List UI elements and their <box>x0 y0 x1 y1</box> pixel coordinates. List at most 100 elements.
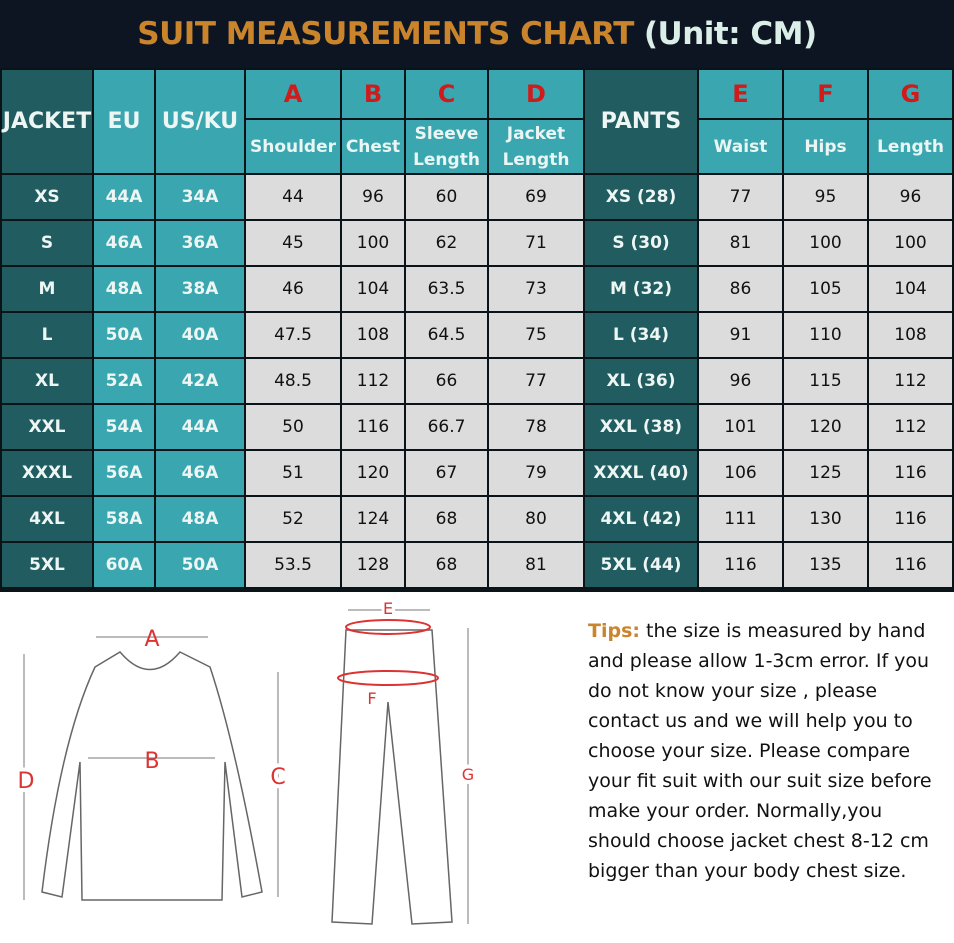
cell-shoulder: 51 <box>244 449 342 497</box>
cell-jacket-length: 69 <box>487 173 585 221</box>
label-d: D <box>18 769 35 794</box>
title-unit: (Unit: CM) <box>643 16 817 52</box>
header-letter-g: G <box>867 68 954 120</box>
cell-shoulder: 48.5 <box>244 357 342 405</box>
cell-shoulder: 44 <box>244 173 342 221</box>
label-f: F <box>367 689 376 708</box>
header-row-letters: JACKET EU US/KU A B C D PANTS E F G <box>0 68 954 175</box>
cell-waist: 77 <box>697 173 784 221</box>
cell-length: 108 <box>867 311 954 359</box>
cell-length: 100 <box>867 219 954 267</box>
header-chest: Chest <box>340 118 406 175</box>
cell-pants-size: S (30) <box>583 219 699 267</box>
cell-hips: 100 <box>782 219 869 267</box>
cell-hips: 120 <box>782 403 869 451</box>
cell-chest: 96 <box>340 173 406 221</box>
tips-text: Tips: the size is measured by hand and p… <box>580 592 954 942</box>
header-shoulder: Shoulder <box>244 118 342 175</box>
cell-pants-size: XXXL (40) <box>583 449 699 497</box>
cell-chest: 100 <box>340 219 406 267</box>
cell-jacket-length: 79 <box>487 449 585 497</box>
cell-pants-size: XL (36) <box>583 357 699 405</box>
cell-jacket-length: 71 <box>487 219 585 267</box>
header-eu: EU <box>92 68 156 175</box>
cell-length: 112 <box>867 403 954 451</box>
measurement-diagram: A B C D E F G <box>0 592 580 942</box>
header-waist: Waist <box>697 118 784 175</box>
cell-waist: 91 <box>697 311 784 359</box>
label-g: G <box>462 765 474 784</box>
cell-jacket-length: 81 <box>487 541 585 589</box>
cell-jacket-length: 78 <box>487 403 585 451</box>
cell-shoulder: 53.5 <box>244 541 342 589</box>
header-hips: Hips <box>782 118 869 175</box>
cell-pants-size: XXL (38) <box>583 403 699 451</box>
cell-length: 96 <box>867 173 954 221</box>
header-letter-b: B <box>340 68 406 120</box>
cell-eu-size: 52A <box>92 357 156 405</box>
cell-us-size: 44A <box>154 403 246 451</box>
cell-sleeve-length: 66.7 <box>404 403 489 451</box>
cell-jacket-size: 4XL <box>0 495 94 543</box>
cell-jacket-length: 73 <box>487 265 585 313</box>
cell-eu-size: 60A <box>92 541 156 589</box>
cell-shoulder: 50 <box>244 403 342 451</box>
header-letter-c: C <box>404 68 489 120</box>
header-letter-f: F <box>782 68 869 120</box>
cell-pants-size: XS (28) <box>583 173 699 221</box>
table-row: XS 44A 34A 44 96 60 69 XS (28) 77 95 96 <box>0 173 954 221</box>
cell-chest: 128 <box>340 541 406 589</box>
table-row: XXXL 56A 46A 51 120 67 79 XXXL (40) 106 125 116 <box>0 449 954 497</box>
cell-hips: 125 <box>782 449 869 497</box>
cell-eu-size: 44A <box>92 173 156 221</box>
cell-jacket-size: XS <box>0 173 94 221</box>
cell-jacket-size: M <box>0 265 94 313</box>
label-e: E <box>383 599 393 618</box>
cell-shoulder: 52 <box>244 495 342 543</box>
tips-body: the size is measured by hand and please … <box>588 620 932 882</box>
table-row: 4XL 58A 48A 52 124 68 80 4XL (42) 111 130 116 <box>0 495 954 543</box>
table-row: XL 52A 42A 48.5 112 66 77 XL (36) 96 115 112 <box>0 357 954 405</box>
cell-jacket-size: 5XL <box>0 541 94 589</box>
table-row: L 50A 40A 47.5 108 64.5 75 L (34) 91 110 108 <box>0 311 954 359</box>
cell-eu-size: 54A <box>92 403 156 451</box>
cell-chest: 104 <box>340 265 406 313</box>
cell-eu-size: 48A <box>92 265 156 313</box>
header-jacket: JACKET <box>0 68 94 175</box>
cell-pants-size: 5XL (44) <box>583 541 699 589</box>
bottom-section: A B C D E F G Tips: the size is measured… <box>0 590 954 943</box>
header-length: Length <box>867 118 954 175</box>
cell-hips: 135 <box>782 541 869 589</box>
hips-ellipse <box>337 670 439 686</box>
cell-chest: 124 <box>340 495 406 543</box>
label-b: B <box>144 749 159 774</box>
cell-waist: 101 <box>697 403 784 451</box>
cell-length: 116 <box>867 541 954 589</box>
cell-eu-size: 50A <box>92 311 156 359</box>
cell-chest: 120 <box>340 449 406 497</box>
cell-sleeve-length: 62 <box>404 219 489 267</box>
cell-length: 116 <box>867 495 954 543</box>
cell-waist: 116 <box>697 541 784 589</box>
cell-jacket-size: L <box>0 311 94 359</box>
cell-waist: 86 <box>697 265 784 313</box>
cell-jacket-size: XXXL <box>0 449 94 497</box>
cell-length: 112 <box>867 357 954 405</box>
shirt-outline <box>41 651 263 901</box>
cell-us-size: 50A <box>154 541 246 589</box>
cell-jacket-length: 77 <box>487 357 585 405</box>
cell-sleeve-length: 68 <box>404 495 489 543</box>
cell-hips: 105 <box>782 265 869 313</box>
cell-pants-size: 4XL (42) <box>583 495 699 543</box>
cell-jacket-length: 75 <box>487 311 585 359</box>
cell-jacket-size: XL <box>0 357 94 405</box>
cell-sleeve-length: 63.5 <box>404 265 489 313</box>
cell-us-size: 34A <box>154 173 246 221</box>
title-main: SUIT MEASUREMENTS CHART <box>137 16 634 52</box>
header-us: US/KU <box>154 68 246 175</box>
label-a: A <box>144 627 159 652</box>
header-row-labels: Shoulder Chest Sleeve Length Jacket Leng… <box>1 118 954 175</box>
cell-eu-size: 46A <box>92 219 156 267</box>
cell-eu-size: 58A <box>92 495 156 543</box>
cell-us-size: 36A <box>154 219 246 267</box>
